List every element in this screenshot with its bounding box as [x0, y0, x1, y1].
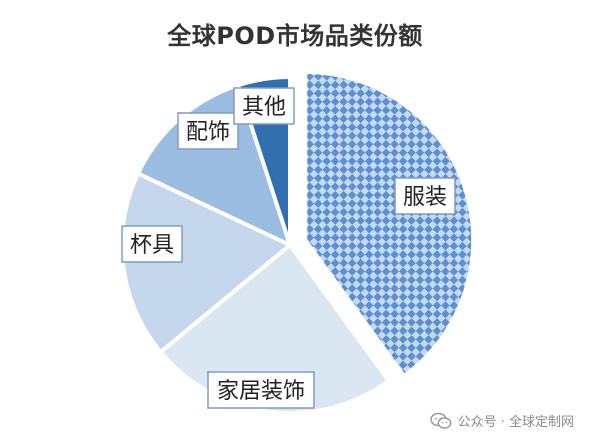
wechat-icon [429, 412, 452, 429]
pie-slice-0 [303, 70, 476, 378]
slice-label-text: 配饰 [186, 120, 230, 145]
slice-label-text: 杯具 [130, 233, 174, 258]
slice-label-box [233, 87, 295, 125]
slice-label-text: 服装 [403, 185, 447, 210]
slice-label-box [177, 112, 239, 150]
pie-slices [120, 70, 476, 415]
slice-label-box [207, 371, 315, 409]
slice-label-1: 家居装饰 [207, 371, 315, 409]
slice-label-text: 家居装饰 [217, 379, 305, 404]
chart-title: 全球POD市场品类份额 [167, 22, 423, 50]
watermark-text: 公众号 · 全球定制网 [457, 415, 574, 430]
slice-label-2: 杯具 [121, 225, 183, 263]
watermark: 公众号 · 全球定制网 [429, 411, 574, 430]
slice-label-3: 配饰 [177, 112, 239, 150]
slice-label-box [121, 225, 183, 263]
pie-slice-1 [158, 243, 391, 415]
slice-label-0: 服装 [394, 177, 456, 215]
slice-label-text: 其他 [242, 95, 286, 120]
slice-label-4: 其他 [233, 87, 295, 125]
pie-slice-2 [120, 171, 292, 355]
slice-label-box [394, 177, 456, 215]
